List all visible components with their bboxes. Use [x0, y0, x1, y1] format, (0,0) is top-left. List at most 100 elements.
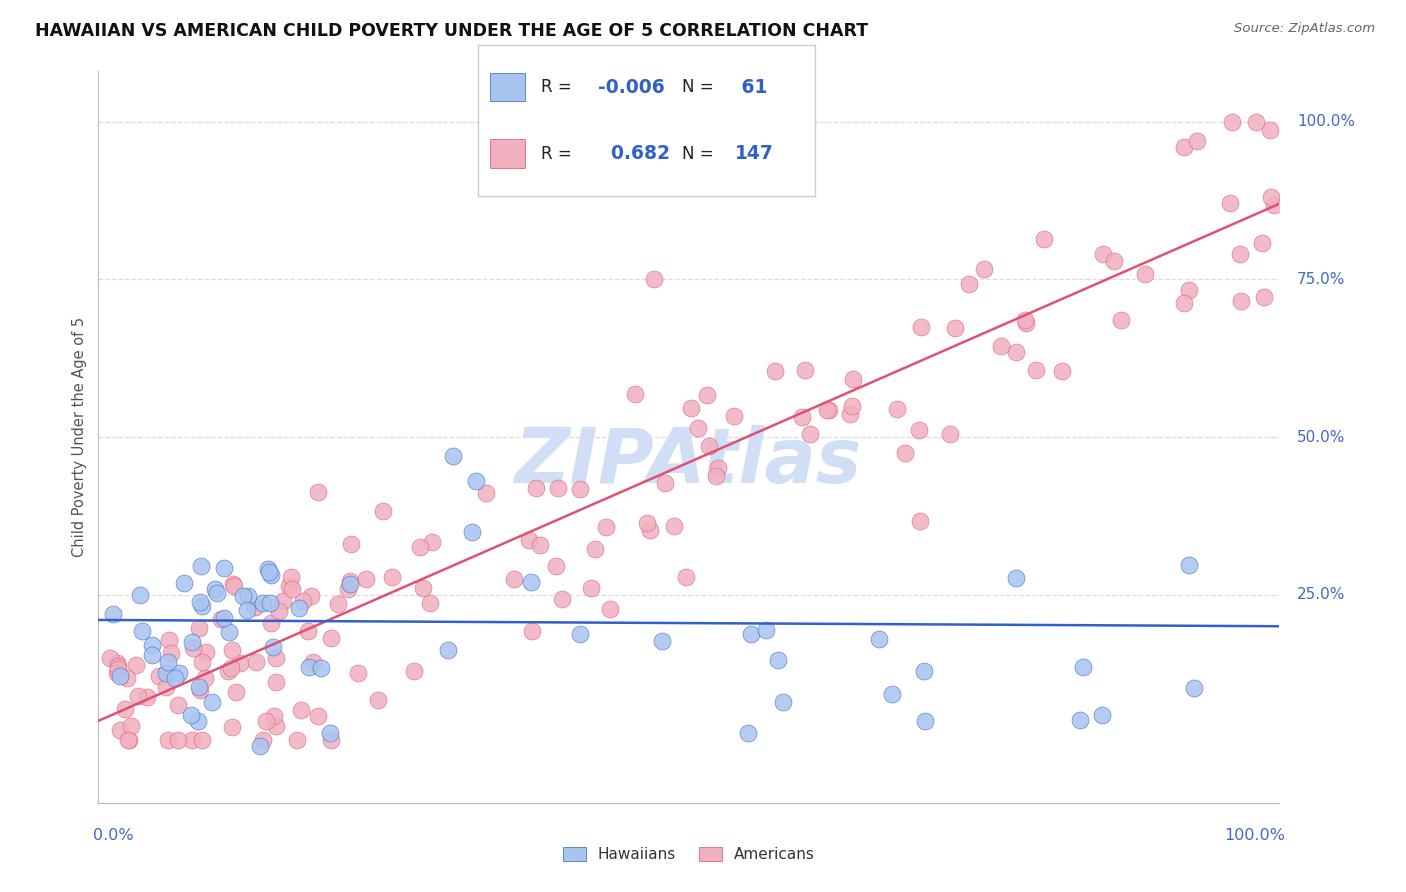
- Point: [568, 627, 591, 641]
- Point: [195, 645, 218, 659]
- Point: [117, 672, 139, 686]
- Point: [1251, 235, 1274, 250]
- Point: [264, 650, 287, 665]
- Text: ZIPAtlas: ZIPAtlas: [515, 425, 863, 500]
- Point: [908, 514, 931, 528]
- Point: [232, 589, 254, 603]
- Point: [707, 460, 730, 475]
- Point: [1014, 313, 1036, 327]
- Point: [319, 732, 342, 747]
- Point: [520, 574, 543, 589]
- Point: [763, 364, 786, 378]
- Point: [1182, 681, 1205, 695]
- Text: 147: 147: [735, 145, 775, 163]
- Text: 61: 61: [735, 78, 768, 96]
- Point: [520, 624, 543, 638]
- Point: [108, 669, 131, 683]
- Point: [740, 626, 762, 640]
- Point: [346, 666, 368, 681]
- Point: [221, 643, 243, 657]
- Point: [1173, 296, 1195, 310]
- Point: [257, 566, 280, 580]
- Point: [1071, 660, 1094, 674]
- Point: [188, 682, 211, 697]
- Point: [1253, 290, 1275, 304]
- Point: [412, 581, 434, 595]
- Point: [524, 481, 547, 495]
- Legend: Hawaiians, Americans: Hawaiians, Americans: [557, 841, 821, 868]
- Point: [263, 709, 285, 723]
- Point: [288, 601, 311, 615]
- Point: [624, 387, 647, 401]
- Point: [957, 277, 980, 291]
- Point: [141, 638, 163, 652]
- Point: [319, 632, 342, 646]
- Point: [1219, 195, 1241, 210]
- Point: [222, 577, 245, 591]
- Point: [262, 640, 284, 654]
- Point: [141, 648, 163, 663]
- Point: [339, 574, 361, 588]
- Point: [245, 600, 267, 615]
- Point: [1263, 197, 1285, 211]
- Point: [167, 732, 190, 747]
- Point: [217, 664, 239, 678]
- Point: [156, 732, 179, 747]
- Point: [681, 401, 703, 415]
- Point: [120, 719, 142, 733]
- Point: [159, 646, 181, 660]
- Point: [842, 372, 865, 386]
- Point: [238, 590, 260, 604]
- Point: [212, 611, 235, 625]
- Point: [236, 603, 259, 617]
- Point: [436, 643, 458, 657]
- Point: [636, 516, 658, 530]
- Point: [990, 339, 1012, 353]
- Point: [222, 579, 245, 593]
- Point: [517, 533, 540, 548]
- Point: [219, 661, 242, 675]
- Point: [419, 596, 441, 610]
- Text: R =: R =: [541, 78, 572, 96]
- Point: [181, 634, 204, 648]
- Point: [118, 732, 141, 747]
- Point: [1104, 254, 1126, 268]
- Point: [205, 586, 228, 600]
- Point: [297, 624, 319, 638]
- Point: [201, 695, 224, 709]
- Point: [1033, 232, 1056, 246]
- Point: [914, 714, 936, 728]
- Y-axis label: Child Poverty Under the Age of 5: Child Poverty Under the Age of 5: [72, 317, 87, 558]
- Point: [799, 427, 821, 442]
- Point: [841, 399, 863, 413]
- Point: [190, 559, 212, 574]
- Text: N =: N =: [682, 145, 713, 162]
- Point: [307, 484, 329, 499]
- Text: -0.006: -0.006: [598, 78, 664, 96]
- Point: [697, 439, 720, 453]
- Point: [209, 611, 232, 625]
- Point: [148, 668, 170, 682]
- Text: N =: N =: [682, 78, 713, 96]
- Point: [420, 534, 443, 549]
- Point: [245, 655, 267, 669]
- Point: [1004, 571, 1026, 585]
- Point: [894, 446, 917, 460]
- Point: [131, 624, 153, 639]
- Point: [1091, 246, 1114, 260]
- Point: [105, 665, 128, 680]
- Point: [319, 726, 342, 740]
- Point: [547, 481, 569, 495]
- Point: [180, 707, 202, 722]
- Point: [127, 689, 149, 703]
- Point: [766, 653, 789, 667]
- Point: [544, 558, 567, 573]
- Point: [880, 687, 903, 701]
- Point: [409, 540, 432, 554]
- Point: [402, 664, 425, 678]
- Point: [461, 525, 484, 540]
- Point: [252, 596, 274, 610]
- Point: [254, 714, 277, 728]
- Point: [381, 570, 404, 584]
- Point: [110, 723, 132, 737]
